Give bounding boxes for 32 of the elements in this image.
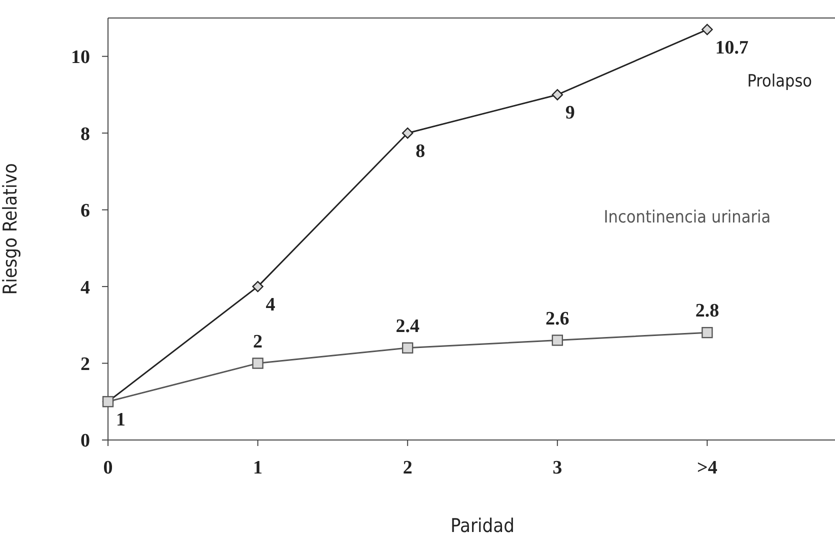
- x-tick-label: 1: [253, 457, 263, 478]
- x-tick-label: 0: [103, 457, 113, 478]
- data-label: 4: [266, 294, 276, 316]
- point: [702, 326, 713, 338]
- x-axis-title: Paridad: [450, 515, 514, 537]
- x-tick-label: >4: [697, 457, 718, 478]
- point: [702, 24, 713, 36]
- y-tick-label: 6: [80, 200, 90, 222]
- data-label: 8: [416, 141, 426, 162]
- point: [252, 358, 264, 369]
- data-label: 9: [565, 102, 575, 124]
- x-tick-label: 2: [402, 457, 412, 478]
- point: [552, 89, 563, 100]
- y-axis-title: Riesgo Relativo: [0, 163, 22, 295]
- y-tick-label: 8: [80, 124, 90, 145]
- x-tick-label: 3: [552, 457, 562, 478]
- point: [252, 280, 264, 292]
- y-tick-label: 2: [80, 354, 90, 376]
- data-label: 2.4: [396, 316, 420, 337]
- y-tick-label: 0: [80, 430, 90, 452]
- point: [552, 334, 563, 346]
- text: Incontinencia urinaria: [604, 208, 771, 228]
- y-tick-label: 10: [71, 47, 90, 68]
- data-label: 2.6: [546, 308, 570, 330]
- data-label: 2.8: [695, 300, 720, 322]
- point: [402, 127, 414, 139]
- y-tick-label: 4: [80, 277, 90, 298]
- text: Prolapso: [747, 72, 812, 92]
- data-label: 10.7: [715, 38, 749, 59]
- data-label: 1: [116, 410, 126, 431]
- data-label: 2: [253, 331, 263, 352]
- point: [402, 342, 414, 354]
